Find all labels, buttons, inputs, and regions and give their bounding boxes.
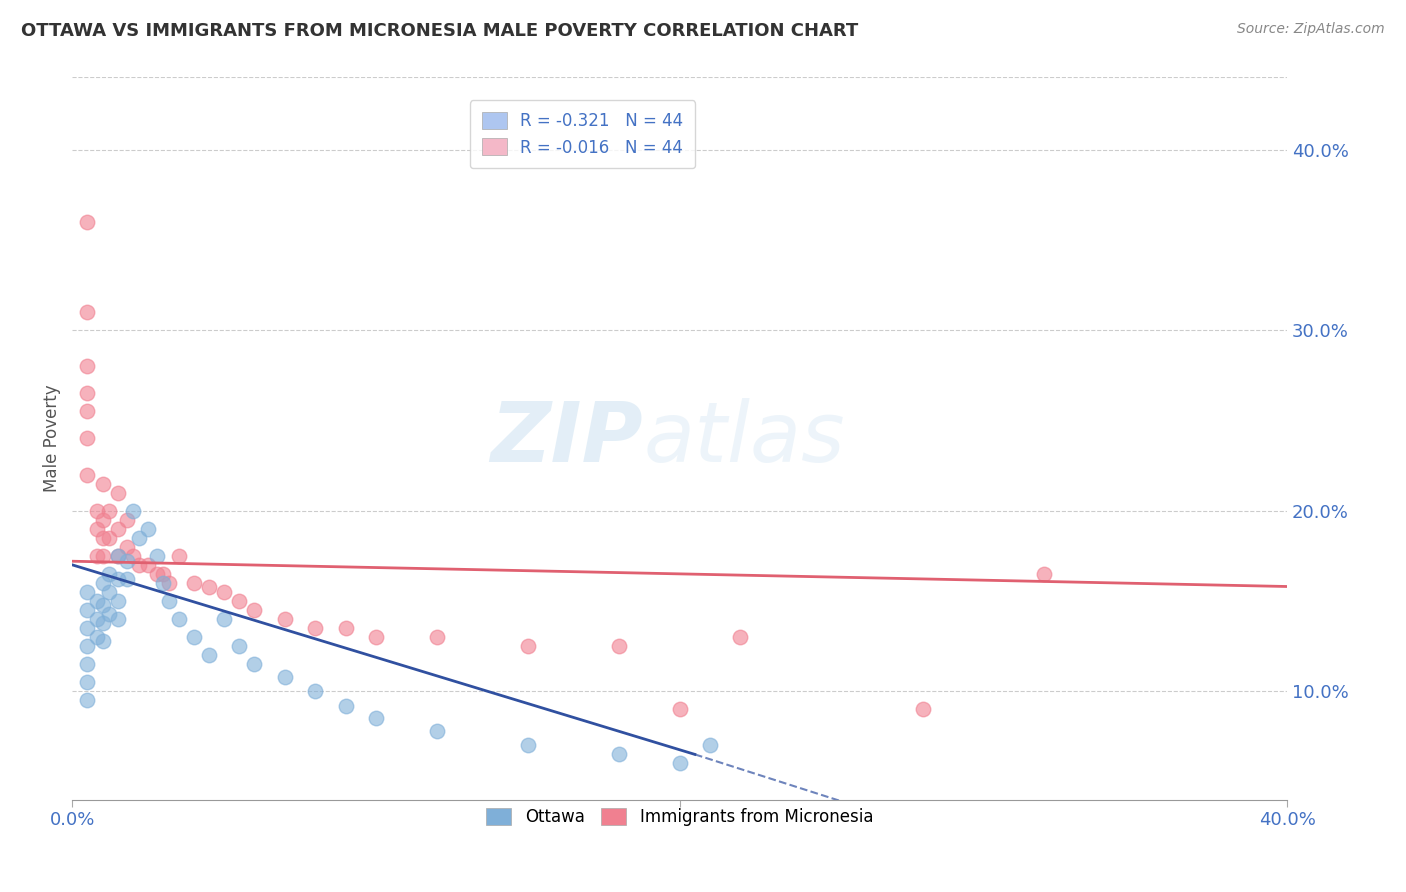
- Point: [97, 531, 120, 545]
- Point: [91, 615, 114, 630]
- Point: [107, 549, 129, 563]
- Point: [107, 549, 129, 563]
- Point: [607, 747, 630, 762]
- Point: [91, 633, 114, 648]
- Point: [146, 566, 169, 581]
- Y-axis label: Male Poverty: Male Poverty: [44, 384, 60, 492]
- Point: [212, 612, 235, 626]
- Point: [228, 639, 250, 653]
- Point: [668, 756, 690, 771]
- Point: [76, 215, 98, 229]
- Point: [274, 670, 297, 684]
- Point: [911, 702, 934, 716]
- Point: [157, 575, 180, 590]
- Point: [212, 585, 235, 599]
- Point: [152, 566, 174, 581]
- Point: [128, 558, 150, 572]
- Point: [76, 467, 98, 482]
- Point: [76, 404, 98, 418]
- Point: [86, 612, 108, 626]
- Text: atlas: atlas: [643, 398, 845, 479]
- Point: [97, 607, 120, 621]
- Point: [426, 723, 449, 738]
- Text: ZIP: ZIP: [491, 398, 643, 479]
- Point: [97, 566, 120, 581]
- Point: [122, 549, 145, 563]
- Point: [364, 630, 387, 644]
- Point: [76, 432, 98, 446]
- Point: [86, 549, 108, 563]
- Point: [107, 612, 129, 626]
- Point: [76, 675, 98, 690]
- Point: [107, 522, 129, 536]
- Point: [1033, 566, 1056, 581]
- Point: [76, 359, 98, 374]
- Point: [76, 693, 98, 707]
- Point: [76, 639, 98, 653]
- Point: [228, 594, 250, 608]
- Point: [86, 522, 108, 536]
- Point: [304, 684, 326, 698]
- Point: [335, 698, 357, 713]
- Point: [91, 598, 114, 612]
- Point: [86, 504, 108, 518]
- Point: [157, 594, 180, 608]
- Point: [730, 630, 752, 644]
- Point: [516, 739, 538, 753]
- Point: [107, 594, 129, 608]
- Point: [274, 612, 297, 626]
- Point: [91, 575, 114, 590]
- Point: [115, 554, 138, 568]
- Point: [107, 485, 129, 500]
- Point: [115, 540, 138, 554]
- Point: [136, 522, 159, 536]
- Point: [668, 702, 690, 716]
- Point: [167, 549, 190, 563]
- Point: [122, 504, 145, 518]
- Point: [76, 305, 98, 319]
- Point: [86, 630, 108, 644]
- Point: [243, 603, 266, 617]
- Point: [304, 621, 326, 635]
- Point: [607, 639, 630, 653]
- Point: [152, 575, 174, 590]
- Point: [167, 612, 190, 626]
- Point: [91, 549, 114, 563]
- Point: [364, 711, 387, 725]
- Point: [76, 585, 98, 599]
- Point: [243, 657, 266, 672]
- Text: OTTAWA VS IMMIGRANTS FROM MICRONESIA MALE POVERTY CORRELATION CHART: OTTAWA VS IMMIGRANTS FROM MICRONESIA MAL…: [21, 22, 858, 40]
- Point: [91, 513, 114, 527]
- Legend: Ottawa, Immigrants from Micronesia: Ottawa, Immigrants from Micronesia: [478, 800, 882, 835]
- Point: [107, 572, 129, 586]
- Point: [91, 476, 114, 491]
- Point: [91, 531, 114, 545]
- Point: [86, 594, 108, 608]
- Point: [198, 580, 221, 594]
- Point: [335, 621, 357, 635]
- Point: [97, 585, 120, 599]
- Text: Source: ZipAtlas.com: Source: ZipAtlas.com: [1237, 22, 1385, 37]
- Point: [699, 739, 721, 753]
- Point: [183, 575, 205, 590]
- Point: [76, 621, 98, 635]
- Point: [115, 513, 138, 527]
- Point: [76, 657, 98, 672]
- Point: [146, 549, 169, 563]
- Point: [136, 558, 159, 572]
- Point: [76, 603, 98, 617]
- Point: [97, 504, 120, 518]
- Point: [516, 639, 538, 653]
- Point: [198, 648, 221, 662]
- Point: [128, 531, 150, 545]
- Point: [426, 630, 449, 644]
- Point: [115, 572, 138, 586]
- Point: [183, 630, 205, 644]
- Point: [76, 386, 98, 401]
